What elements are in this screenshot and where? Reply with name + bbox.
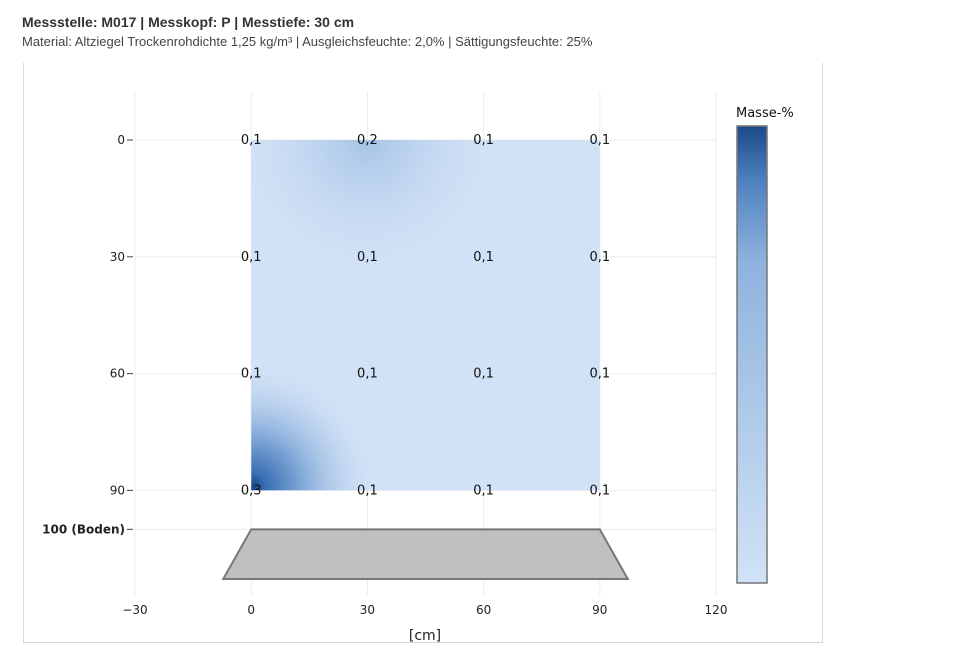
y-axis-ticks: 0 30 60 90 100 (Boden) bbox=[42, 133, 133, 536]
cell-value-label: 0,1 bbox=[241, 250, 262, 265]
cell-value-label: 0,1 bbox=[357, 483, 378, 498]
cell-value-label: 0,1 bbox=[473, 483, 494, 498]
cell-value-label: 0,1 bbox=[241, 367, 262, 382]
x-tick-label: 90 bbox=[592, 603, 607, 617]
x-tick-label: 60 bbox=[476, 603, 491, 617]
cell-value-label: 0,1 bbox=[589, 483, 610, 498]
floor-trapezoid bbox=[221, 528, 630, 580]
y-tick-label: 0 bbox=[117, 133, 125, 147]
cell-value-label: 0,1 bbox=[357, 250, 378, 265]
x-tick-label: −30 bbox=[122, 603, 147, 617]
hotspot-bottom-left bbox=[251, 140, 600, 491]
cell-value-label: 0,1 bbox=[473, 367, 494, 382]
cell-labels: 0,1 0,2 0,1 0,1 0,1 0,1 0,1 0,1 0,1 0,1 0,1 0,1 0,3 0… bbox=[241, 133, 610, 498]
colorbar-title: Masse-% bbox=[736, 106, 794, 121]
heatmap-area bbox=[251, 140, 600, 491]
cell-value-label: 0,3 bbox=[241, 483, 262, 498]
colorbar: Masse-% bbox=[736, 106, 794, 584]
chart-subtitle: Material: Altziegel Trockenrohdichte 1,2… bbox=[22, 34, 593, 49]
x-axis-ticks: −30 0 30 60 90 120 bbox=[122, 603, 727, 617]
cell-value-label: 0,2 bbox=[357, 133, 378, 148]
y-tick-label: 90 bbox=[110, 483, 125, 497]
heatmap-hotspots bbox=[251, 140, 600, 491]
floor-shape bbox=[221, 528, 630, 580]
cell-value-label: 0,1 bbox=[589, 250, 610, 265]
x-tick-label: 0 bbox=[247, 603, 255, 617]
y-tick-label: 30 bbox=[110, 250, 125, 264]
cell-value-label: 0,1 bbox=[589, 133, 610, 148]
cell-value-label: 0,1 bbox=[589, 367, 610, 382]
cell-value-label: 0,1 bbox=[473, 133, 494, 148]
x-axis-title: [cm] bbox=[409, 628, 441, 644]
y-tick-label: 60 bbox=[110, 367, 125, 381]
floor-label: 100 (Boden) bbox=[42, 522, 125, 536]
plot-panel bbox=[23, 63, 823, 643]
x-tick-label: 30 bbox=[360, 603, 375, 617]
cell-value-label: 0,1 bbox=[357, 367, 378, 382]
x-tick-label: 120 bbox=[705, 603, 728, 617]
cell-value-label: 0,1 bbox=[473, 250, 494, 265]
chart-title: Messstelle: M017 | Messkopf: P | Messtie… bbox=[22, 14, 355, 30]
cell-value-label: 0,1 bbox=[241, 133, 262, 148]
colorbar-gradient bbox=[736, 125, 768, 584]
